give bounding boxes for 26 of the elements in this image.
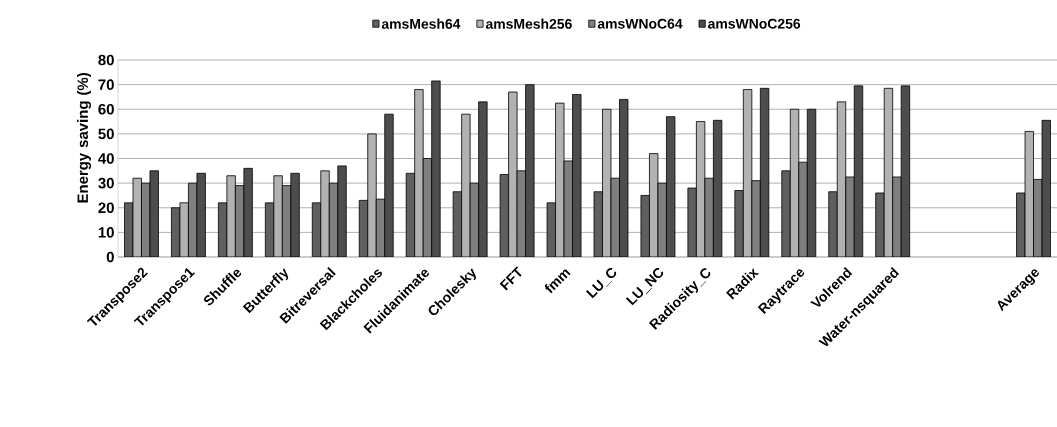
bar	[751, 180, 761, 257]
y-tick-label: 20	[98, 202, 114, 214]
bar	[875, 192, 885, 257]
y-tick-label: 80	[98, 54, 114, 66]
y-tick-label: 30	[98, 177, 114, 189]
bar	[290, 172, 300, 257]
y-tick-label: 40	[98, 153, 114, 164]
bar	[828, 191, 838, 257]
legend-label: amsWNoC64	[597, 18, 683, 29]
y-tick-label: 60	[98, 103, 114, 115]
bar	[781, 170, 791, 257]
bar	[431, 80, 441, 257]
y-axis-title: Energy saving (%)	[77, 73, 92, 203]
bar	[845, 176, 855, 257]
y-tick-label: 50	[98, 128, 114, 140]
bar	[734, 190, 744, 257]
y-tick-label: 0	[106, 251, 114, 263]
bar	[337, 165, 347, 257]
bar	[384, 113, 394, 257]
y-tick-label: 70	[98, 79, 114, 90]
legend-label: amsWNoC256	[708, 18, 801, 29]
legend-label: amsMesh64	[381, 18, 461, 29]
legend-label: amsMesh256	[485, 18, 572, 29]
bar	[892, 176, 902, 257]
bar	[798, 161, 808, 257]
y-tick-label: 10	[98, 227, 114, 238]
